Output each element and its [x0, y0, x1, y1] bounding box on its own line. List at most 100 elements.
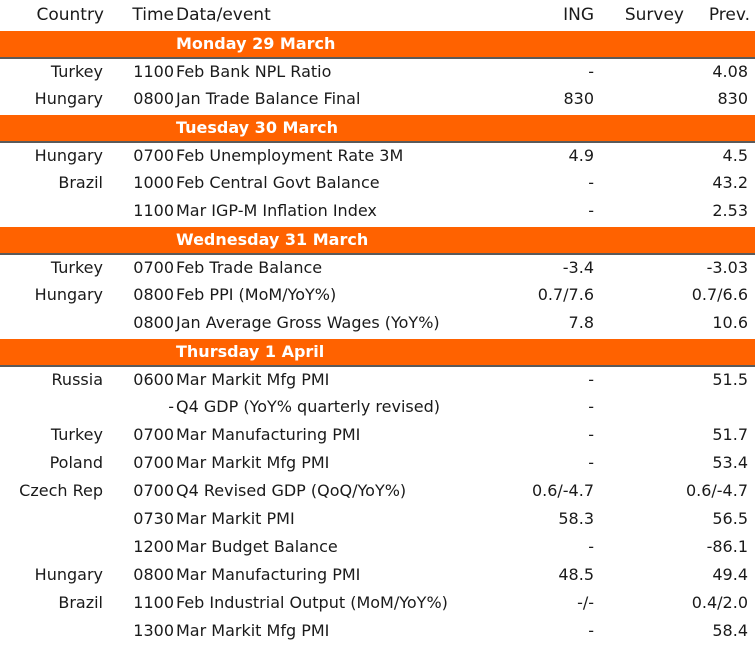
table-row: Hungary 0800 Feb PPI (MoM/YoY%) 0.7/7.6 0.7/… [0, 281, 755, 309]
cell-ing: 0.6/-4.7 [531, 481, 594, 500]
day-header: Tuesday 30 March [0, 113, 755, 141]
cell-time: 0700 [133, 146, 174, 165]
cell-ing: - [588, 201, 594, 220]
cell-event: Q4 Revised GDP (QoQ/YoY%) [176, 481, 407, 500]
header-prev: Prev. [708, 5, 750, 25]
cell-country: Hungary [34, 285, 103, 304]
cell-prev: 830 [717, 89, 748, 108]
cell-ing: 48.5 [558, 565, 594, 584]
table-row: Turkey 0700 Mar Manufacturing PMI - 51.7 [0, 421, 755, 449]
cell-event: Jan Trade Balance Final [176, 89, 361, 108]
table-row: Brazil 1100 Feb Industrial Output (MoM/YoY… [0, 589, 755, 617]
cell-prev: 51.7 [712, 425, 748, 444]
cell-country: Turkey [50, 425, 103, 444]
cell-time: 1100 [133, 201, 174, 220]
table-row: 1200 Mar Budget Balance - -86.1 [0, 533, 755, 561]
cell-time: 0730 [133, 509, 174, 528]
cell-time: 0800 [133, 313, 174, 332]
table-row: Hungary 0700 Feb Unemployment Rate 3M 4.9 4.… [0, 141, 755, 169]
cell-time: 0700 [133, 258, 174, 277]
cell-ing: - [588, 62, 594, 81]
cell-event: Mar Manufacturing PMI [176, 425, 361, 444]
day-label: Monday 29 March [176, 34, 336, 53]
cell-time: 1300 [133, 621, 174, 640]
header-event: Data/event [176, 5, 271, 25]
table-row: 0730 Mar Markit PMI 58.3 56.5 [0, 505, 755, 533]
cell-time: 0700 [133, 453, 174, 472]
table-row: Hungary 0800 Jan Trade Balance Final 830 830 [0, 85, 755, 113]
cell-prev: -3.03 [706, 258, 748, 277]
cell-time: 0800 [133, 89, 174, 108]
cell-prev: 58.4 [712, 621, 748, 640]
cell-country: Turkey [50, 62, 103, 81]
cell-prev: 0.7/6.6 [691, 285, 748, 304]
table-row: Czech Rep 0700 Q4 Revised GDP (QoQ/YoY%) 0.… [0, 477, 755, 505]
header-ing: ING [563, 5, 594, 25]
cell-ing: - [588, 425, 594, 444]
header-survey: Survey [624, 5, 684, 25]
cell-country: Hungary [34, 146, 103, 165]
cell-prev: 49.4 [712, 565, 748, 584]
cell-ing: - [588, 453, 594, 472]
cell-country: Hungary [34, 565, 103, 584]
cell-event: Q4 GDP (YoY% quarterly revised) [176, 397, 440, 416]
cell-ing: -/- [577, 593, 594, 612]
cell-prev: 0.6/-4.7 [685, 481, 748, 500]
cell-event: Feb PPI (MoM/YoY%) [176, 285, 337, 304]
cell-prev: 0.4/2.0 [691, 593, 748, 612]
table-row: 1100 Mar IGP-M Inflation Index - 2.53 [0, 197, 755, 225]
cell-ing: -3.4 [562, 258, 594, 277]
cell-ing: - [588, 397, 594, 416]
table-row: Russia 0600 Mar Markit Mfg PMI - 51.5 [0, 365, 755, 393]
cell-time: - [168, 397, 174, 416]
cell-ing: - [588, 173, 594, 192]
day-label: Tuesday 30 March [176, 118, 338, 137]
cell-event: Feb Unemployment Rate 3M [176, 146, 404, 165]
table-header: Country Time Data/event ING Survey Prev. [0, 0, 755, 29]
day-header: Wednesday 31 March [0, 225, 755, 253]
cell-prev: 53.4 [712, 453, 748, 472]
table-row: - Q4 GDP (YoY% quarterly revised) - [0, 393, 755, 421]
cell-event: Mar Markit Mfg PMI [176, 621, 330, 640]
day-label: Thursday 1 April [176, 342, 325, 361]
table-row: 0800 Jan Average Gross Wages (YoY%) 7.8 10.… [0, 309, 755, 337]
cell-ing: - [588, 621, 594, 640]
table-body: Monday 29 March Turkey 1100 Feb Bank NPL Ra… [0, 29, 755, 645]
cell-prev: 51.5 [712, 370, 748, 389]
cell-event: Mar Budget Balance [176, 537, 338, 556]
cell-event: Feb Industrial Output (MoM/YoY%) [176, 593, 448, 612]
cell-country: Hungary [34, 89, 103, 108]
cell-event: Mar Markit Mfg PMI [176, 453, 330, 472]
cell-event: Mar Markit PMI [176, 509, 295, 528]
cell-country: Brazil [58, 593, 103, 612]
table-row: Brazil 1000 Feb Central Govt Balance - 43.2 [0, 169, 755, 197]
cell-prev: 4.08 [712, 62, 748, 81]
cell-prev: 56.5 [712, 509, 748, 528]
cell-time: 1200 [133, 537, 174, 556]
cell-ing: 830 [563, 89, 594, 108]
cell-ing: 7.8 [568, 313, 594, 332]
cell-event: Mar IGP-M Inflation Index [176, 201, 377, 220]
table-row: Poland 0700 Mar Markit Mfg PMI - 53.4 [0, 449, 755, 477]
cell-time: 0700 [133, 425, 174, 444]
cell-ing: 0.7/7.6 [537, 285, 594, 304]
cell-country: Brazil [58, 173, 103, 192]
cell-event: Feb Trade Balance [176, 258, 323, 277]
cell-event: Feb Bank NPL Ratio [176, 62, 332, 81]
cell-event: Feb Central Govt Balance [176, 173, 380, 192]
cell-time: 1100 [133, 62, 174, 81]
cell-ing: 58.3 [558, 509, 594, 528]
cell-ing: 4.9 [568, 146, 594, 165]
cell-prev: 43.2 [712, 173, 748, 192]
cell-country: Poland [49, 453, 103, 472]
cell-ing: - [588, 370, 594, 389]
cell-prev: 4.5 [722, 146, 748, 165]
day-header: Thursday 1 April [0, 337, 755, 365]
cell-prev: -86.1 [706, 537, 748, 556]
cell-ing: - [588, 537, 594, 556]
cell-time: 0800 [133, 285, 174, 304]
cell-event: Mar Manufacturing PMI [176, 565, 361, 584]
cell-time: 0700 [133, 481, 174, 500]
cell-time: 0600 [133, 370, 174, 389]
